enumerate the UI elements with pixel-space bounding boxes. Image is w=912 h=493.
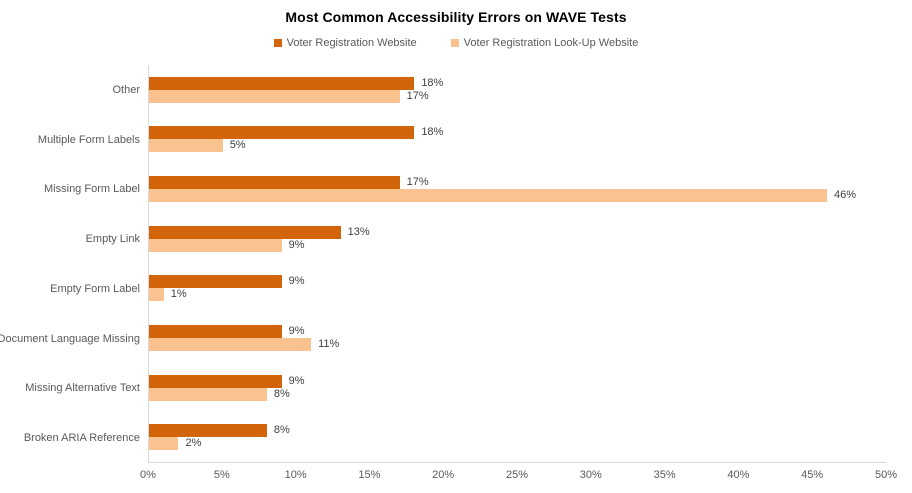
category-row: 9% 11% <box>149 313 886 363</box>
bar-line-voter-registration: 9% <box>149 275 886 289</box>
x-tick-label: 10% <box>284 469 307 481</box>
category-row: 9% 8% <box>149 363 886 413</box>
x-tick-label: 5% <box>213 469 230 481</box>
bar-line-voter-registration: 18% <box>149 126 886 140</box>
data-label-lookup: 9% <box>288 238 305 251</box>
x-tick-label: 35% <box>653 469 676 481</box>
data-label-voter-registration: 13% <box>347 225 370 238</box>
legend-label-voter-registration: Voter Registration Website <box>286 37 417 49</box>
bar-lookup <box>149 139 223 153</box>
bar-lookup <box>149 337 312 351</box>
legend-item-voter-registration: Voter Registration Website <box>273 37 417 49</box>
data-label-voter-registration: 18% <box>421 126 444 139</box>
category-label: Missing Form Label <box>44 183 140 196</box>
bar-line-voter-registration: 9% <box>149 374 886 388</box>
category-label: Missing Alternative Text <box>25 382 140 395</box>
data-label-lookup: 1% <box>170 288 187 301</box>
category-label: Empty Link <box>85 233 140 246</box>
bar-lookup <box>149 89 400 103</box>
bar-lookup <box>149 437 179 451</box>
bar-voter-registration <box>149 126 415 140</box>
bar-voter-registration <box>149 176 400 190</box>
data-label-lookup: 11% <box>318 337 340 350</box>
x-tick-label: 0% <box>140 469 156 481</box>
legend-label-lookup: Voter Registration Look-Up Website <box>463 37 639 49</box>
category-row: 9% 1% <box>149 264 886 314</box>
bar-line-lookup: 8% <box>149 387 886 401</box>
category-row: 18% 5% <box>149 115 886 165</box>
x-tick-label: 20% <box>432 469 455 481</box>
data-label-voter-registration: 9% <box>288 374 305 387</box>
bar-line-lookup: 17% <box>149 89 886 103</box>
bar-lookup <box>149 189 828 203</box>
legend-swatch-voter-registration-icon <box>273 39 282 47</box>
category-row: 8% 2% <box>149 412 886 462</box>
data-label-lookup: 5% <box>229 139 246 152</box>
x-tick-label: 50% <box>874 469 898 481</box>
bar-voter-registration <box>149 374 282 388</box>
category-labels: Other Multiple Form Labels Missing Form La… <box>0 65 140 463</box>
legend-item-lookup: Voter Registration Look-Up Website <box>450 37 639 49</box>
bar-line-lookup: 5% <box>149 139 886 153</box>
data-label-voter-registration: 18% <box>421 76 444 89</box>
data-label-lookup: 8% <box>273 387 290 400</box>
x-tick-label: 15% <box>358 469 381 481</box>
bar-line-voter-registration: 9% <box>149 324 886 338</box>
bar-voter-registration <box>149 324 282 338</box>
category-label: Broken ARIA Reference <box>23 432 140 445</box>
data-label-voter-registration: 17% <box>406 176 429 189</box>
category-row: 17% 46% <box>149 164 886 214</box>
bar-line-voter-registration: 13% <box>149 225 886 239</box>
bar-line-lookup: 9% <box>149 238 886 252</box>
data-label-voter-registration: 8% <box>273 424 290 437</box>
data-label-voter-registration: 9% <box>288 324 305 337</box>
x-axis-ticks: 0% 5% 10% 15% 20% 25% 30% 35% 40% 45% 50% <box>140 469 897 485</box>
bar-voter-registration <box>149 76 415 90</box>
x-tick-label: 25% <box>505 469 529 481</box>
legend: Voter Registration Website Voter Registr… <box>0 37 912 49</box>
x-tick-label: 40% <box>727 469 750 481</box>
bar-line-lookup: 46% <box>149 189 886 203</box>
plot-area: 18% 17% 18% 5% 17% 46% 13% 9% <box>148 65 886 463</box>
bar-line-voter-registration: 18% <box>149 76 886 90</box>
bar-line-lookup: 2% <box>149 437 886 451</box>
bar-lookup <box>149 288 164 302</box>
category-row: 18% 17% <box>149 65 886 115</box>
data-label-lookup: 2% <box>185 437 202 450</box>
category-label: Multiple Form Labels <box>37 133 140 146</box>
category-label: Document Language Missing <box>0 332 140 345</box>
category-label: Other <box>112 83 140 96</box>
bar-lookup <box>149 387 267 401</box>
bar-line-voter-registration: 17% <box>149 176 886 190</box>
bar-line-voter-registration: 8% <box>149 424 886 438</box>
x-tick-label: 45% <box>801 469 824 481</box>
legend-swatch-lookup-icon <box>450 39 459 47</box>
data-label-lookup: 17% <box>406 89 429 102</box>
category-row: 13% 9% <box>149 214 886 264</box>
bar-voter-registration <box>149 424 267 438</box>
data-label-voter-registration: 9% <box>288 275 305 288</box>
chart-title: Most Common Accessibility Errors on WAVE… <box>285 9 627 25</box>
x-tick-label: 30% <box>579 469 602 481</box>
bar-voter-registration <box>149 225 341 239</box>
bar-voter-registration <box>149 275 282 289</box>
bar-line-lookup: 11% <box>149 337 886 351</box>
category-label: Empty Form Label <box>50 282 140 295</box>
bar-lookup <box>149 238 282 252</box>
data-label-lookup: 46% <box>834 189 857 202</box>
bar-line-lookup: 1% <box>149 288 886 302</box>
